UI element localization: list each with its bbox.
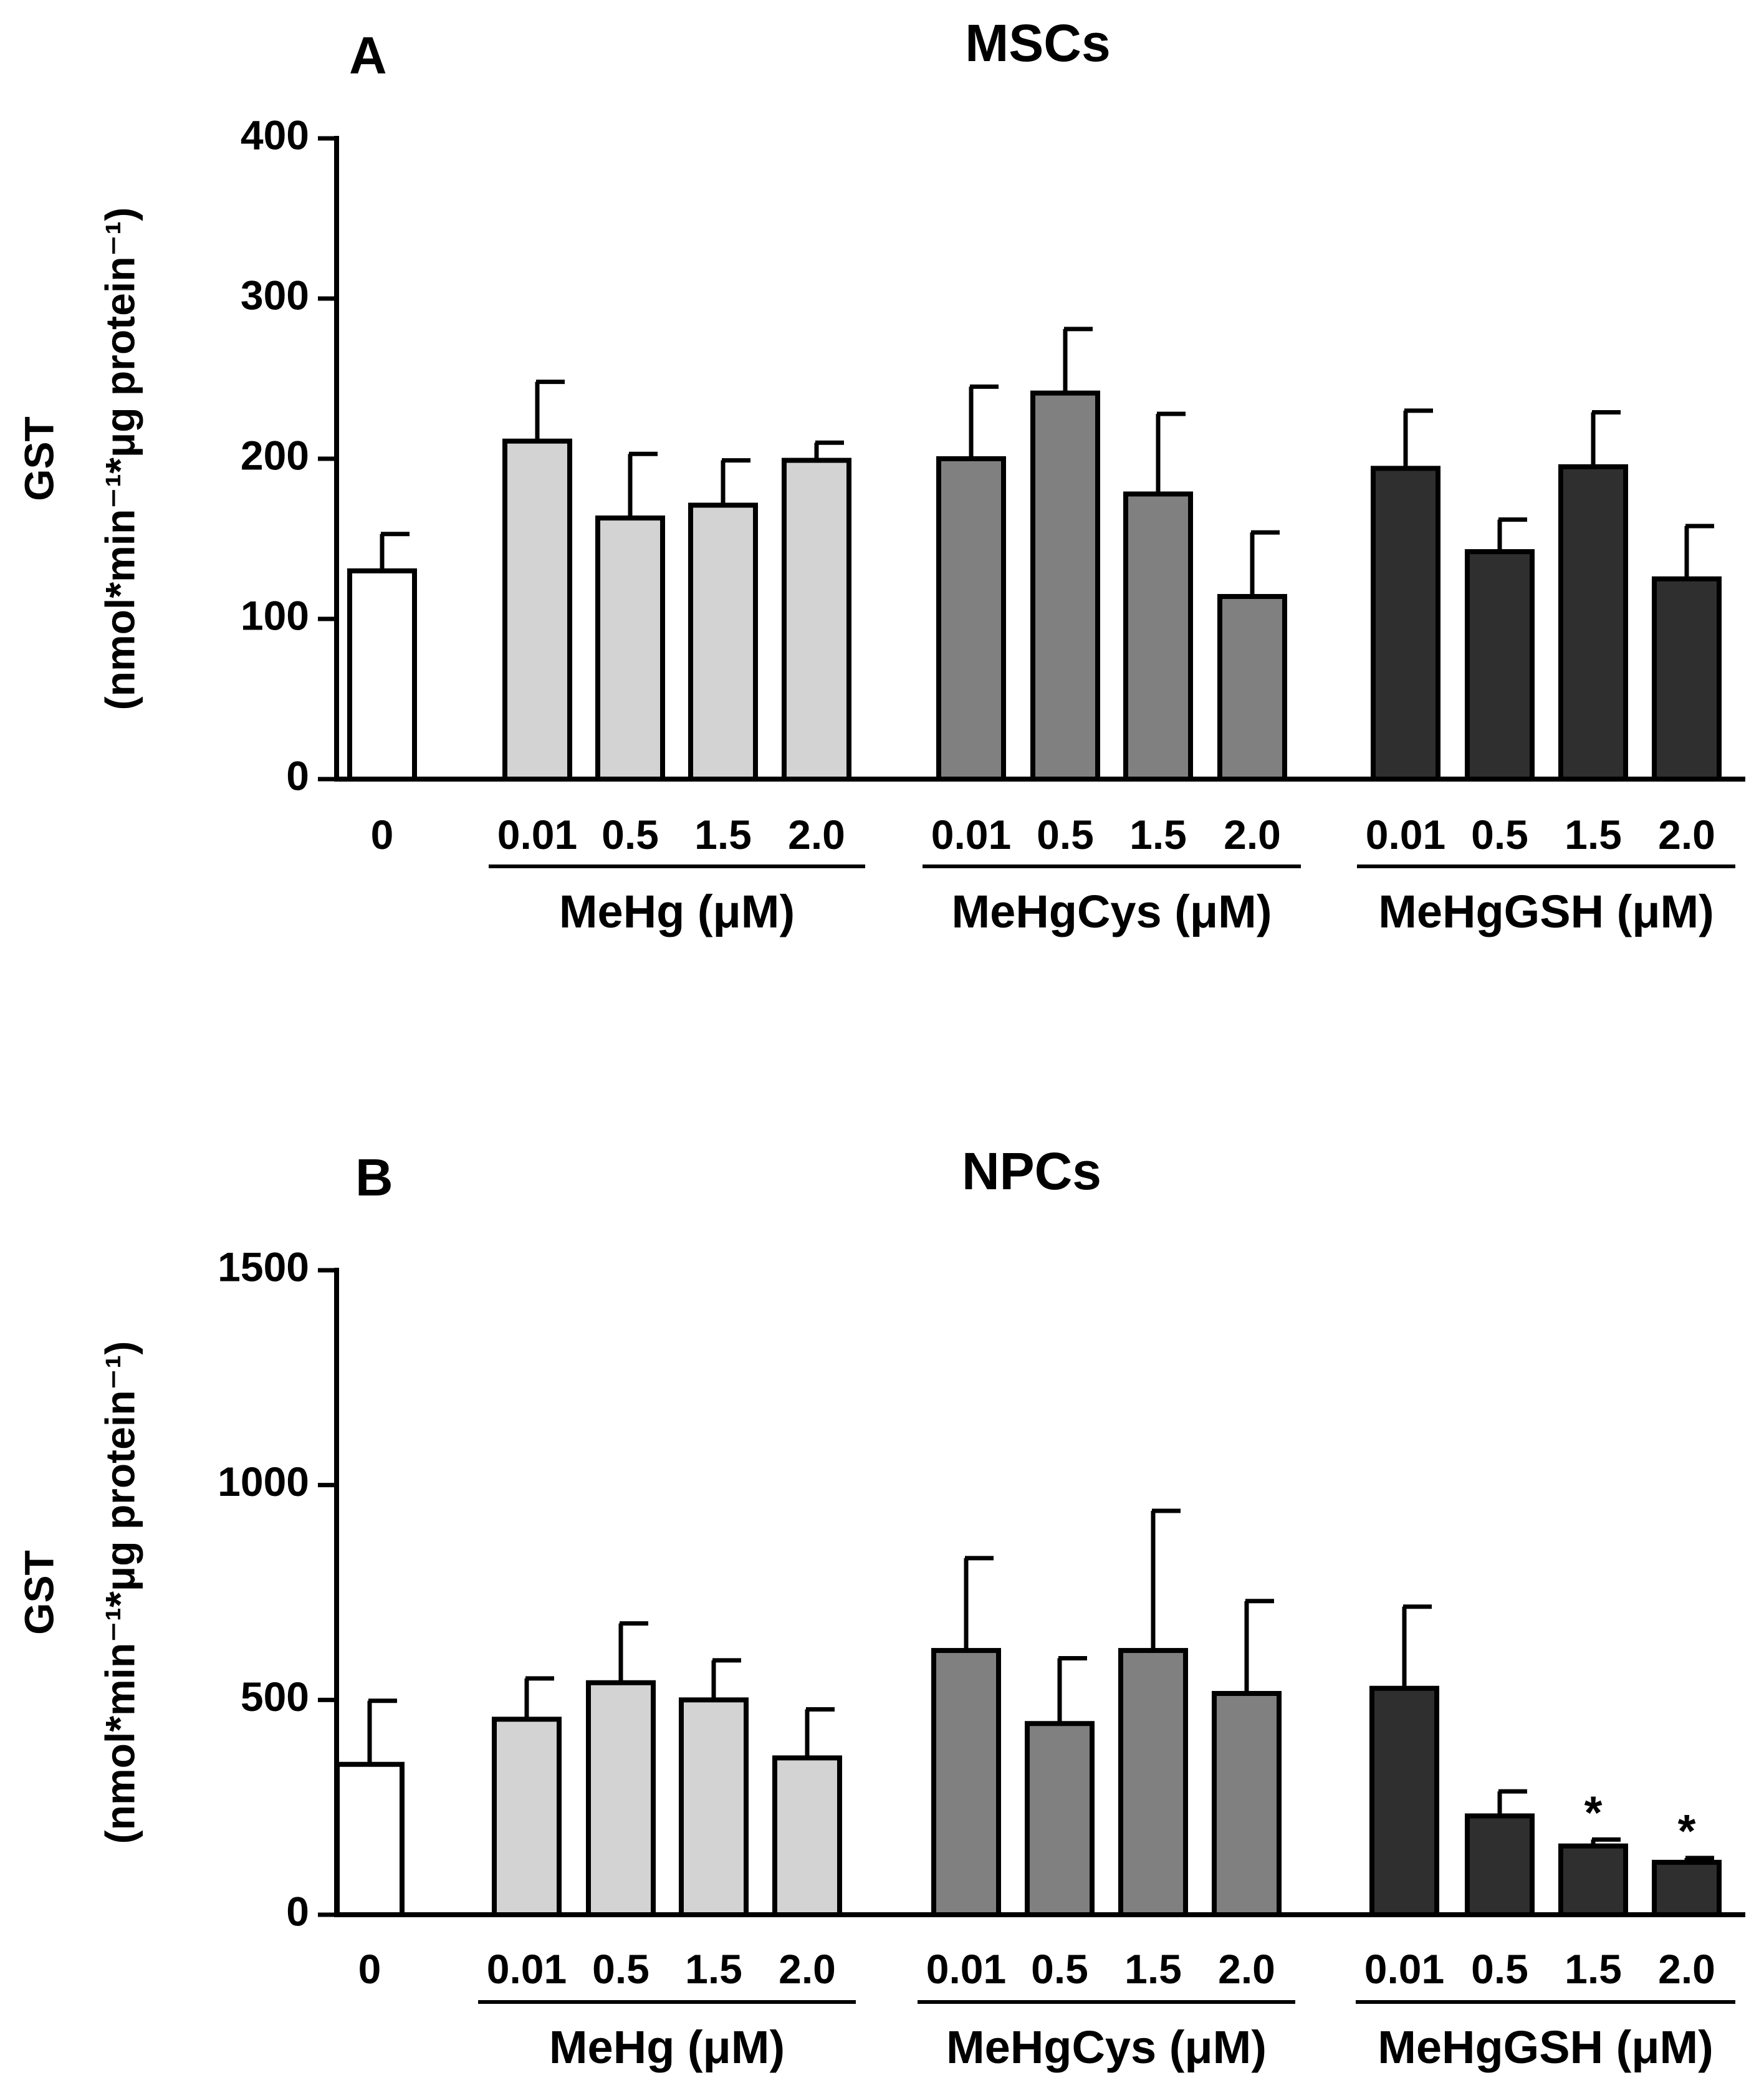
y-tick-label: 400 — [241, 112, 309, 158]
significance-marker: * — [1584, 1786, 1603, 1838]
x-tick-label: 2.0 — [788, 812, 845, 858]
panel-b: B NPCs GST (nmol*min⁻¹*μg protein⁻¹) 0 500 100… — [16, 1142, 1745, 2073]
bar — [936, 456, 1006, 782]
x-tick-label: 2.0 — [1658, 1946, 1715, 1992]
x-tick-label: 0.01 — [926, 1946, 1006, 1992]
y-tick-label: 300 — [241, 272, 309, 318]
bar — [502, 438, 572, 782]
bar — [1371, 466, 1440, 782]
x-tick-label: 0.5 — [1471, 1946, 1528, 1992]
bar — [1465, 549, 1535, 782]
bar — [1025, 1721, 1095, 1917]
x-tick-label: 1.5 — [1124, 1946, 1182, 1992]
x-tick-label: 0.01 — [1366, 812, 1445, 858]
x-tick-label: 0.5 — [602, 812, 659, 858]
bar — [492, 1717, 562, 1917]
bar — [1652, 576, 1722, 782]
x-tick-label: 0.01 — [487, 1946, 567, 1992]
y-axis-label: GST — [16, 416, 62, 501]
x-tick-label: 0.01 — [931, 812, 1011, 858]
bar — [1212, 1690, 1282, 1918]
x-tick-label: 1.5 — [685, 1946, 742, 1992]
x-tick-label: 1.5 — [1129, 812, 1187, 858]
bar — [595, 515, 665, 782]
bar — [1558, 1843, 1628, 1918]
y-tick-label: 0 — [286, 1888, 309, 1934]
bar — [1118, 1648, 1188, 1918]
bar — [1217, 594, 1287, 782]
y-axis-label: GST — [16, 1550, 62, 1635]
y-tick-label: 0 — [286, 752, 309, 798]
x-tick-label: 1.5 — [694, 812, 752, 858]
x-tick-label: 2.0 — [1224, 812, 1281, 858]
group-label: MeHgGSH (μM) — [1378, 2021, 1714, 2073]
group-label: MeHg (μM) — [559, 886, 795, 937]
x-tick-label: 2.0 — [779, 1946, 836, 1992]
x-tick-label: 0 — [371, 812, 394, 858]
x-tick-label: 0.5 — [592, 1946, 650, 1992]
x-tick-label: 0.5 — [1471, 812, 1528, 858]
x-tick-label: 2.0 — [1218, 1946, 1275, 1992]
x-tick-label: 1.5 — [1565, 812, 1622, 858]
y-axis-unit-label: (nmol*min⁻¹*μg protein⁻¹) — [97, 1341, 143, 1844]
y-axis-unit-label: (nmol*min⁻¹*μg protein⁻¹) — [97, 208, 143, 711]
panel-letter: B — [355, 1148, 393, 1207]
chart-title: NPCs — [962, 1142, 1101, 1200]
bar — [679, 1697, 749, 1917]
group-label: MeHgCys (μM) — [946, 2021, 1267, 2073]
bar — [1123, 491, 1193, 782]
x-tick-label: 0.01 — [1364, 1946, 1444, 1992]
significance-marker: * — [1678, 1805, 1696, 1857]
x-tick-label: 0.5 — [1037, 812, 1094, 858]
x-tick-label: 2.0 — [1658, 812, 1715, 858]
chart-title: MSCs — [965, 14, 1110, 72]
y-tick-label: 100 — [241, 592, 309, 638]
bar — [931, 1648, 1001, 1918]
bar — [347, 568, 417, 782]
panel-a: A MSCs GST (nmol*min⁻¹*μg protein⁻¹) 0 100 200… — [16, 14, 1745, 937]
bar — [1558, 464, 1628, 782]
group-label: MeHgGSH (μM) — [1378, 886, 1714, 937]
x-tick-label: 0.5 — [1031, 1946, 1088, 1992]
bar — [1465, 1813, 1535, 1918]
bar — [1652, 1859, 1722, 1918]
y-tick-label: 1000 — [218, 1458, 309, 1505]
bar — [1030, 390, 1100, 782]
bar — [688, 502, 758, 782]
bar — [586, 1680, 656, 1917]
y-tick-label: 1500 — [218, 1243, 309, 1290]
y-tick-label: 500 — [241, 1674, 309, 1720]
x-tick-label: 0.01 — [497, 812, 577, 858]
bar — [772, 1755, 842, 1917]
y-tick-label: 200 — [241, 432, 309, 478]
group-label: MeHgCys (μM) — [952, 886, 1272, 937]
x-tick-label: 0 — [358, 1946, 381, 1992]
x-tick-label: 1.5 — [1565, 1946, 1622, 1992]
bar — [1369, 1685, 1439, 1918]
bar — [335, 1761, 405, 1918]
bar — [782, 457, 851, 782]
group-label: MeHg (μM) — [549, 2021, 785, 2073]
panel-letter: A — [349, 26, 387, 85]
